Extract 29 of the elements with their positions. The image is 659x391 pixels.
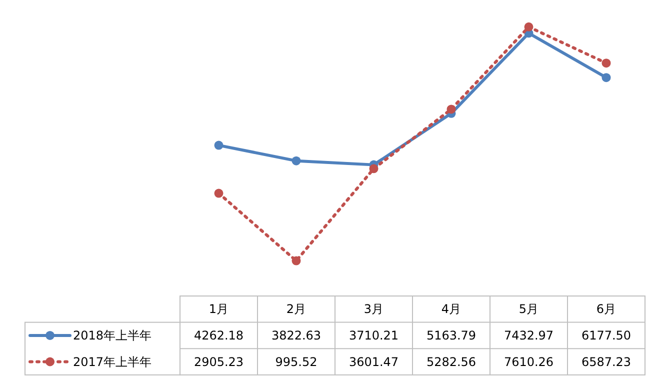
legend-label: 2017年上半年 [73, 354, 152, 369]
data-label: 995.52 [275, 354, 318, 369]
data-label: 5163.79 [426, 328, 476, 342]
point [292, 156, 301, 166]
point [214, 188, 224, 198]
data-label: 2905.23 [194, 354, 244, 369]
x-tick-label: 4月 [441, 302, 462, 316]
point [602, 58, 611, 68]
data-label: 7432.97 [504, 328, 554, 342]
data-label: 3822.63 [271, 328, 322, 342]
x-tick-label: 3月 [364, 302, 384, 316]
point [369, 164, 378, 174]
data-label: 7610.26 [504, 354, 554, 369]
x-tick-label: 2月 [286, 302, 306, 316]
x-tick-label: 1月 [208, 302, 229, 316]
legend-label: 2018年上半年 [73, 328, 152, 342]
x-tick-label: 6月 [596, 302, 616, 316]
data-label: 4262.18 [194, 328, 244, 342]
data-label: 3601.47 [348, 354, 399, 369]
point [446, 104, 456, 114]
point [292, 256, 301, 266]
data-label: 6177.50 [581, 328, 632, 342]
data-label: 3710.21 [348, 328, 399, 342]
point [524, 22, 534, 32]
x-tick-label: 5月 [518, 302, 539, 316]
data-label: 5282.56 [426, 354, 476, 369]
point [214, 140, 224, 150]
data-label: 6587.23 [581, 354, 632, 369]
point [602, 73, 611, 82]
